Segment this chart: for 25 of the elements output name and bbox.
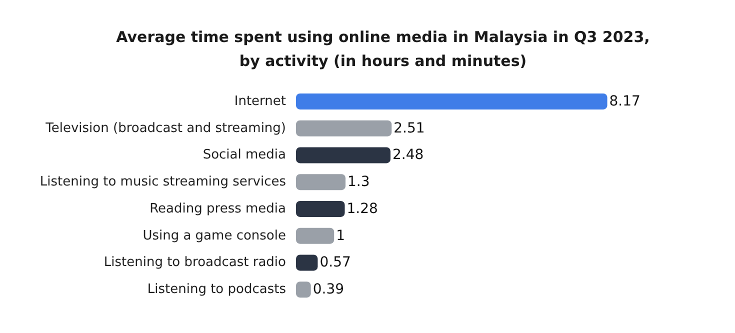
bar: [296, 254, 318, 271]
data-label: 1: [336, 228, 346, 244]
y-tick-label: Listening to music streaming services: [40, 174, 286, 190]
bar: [296, 120, 392, 136]
bar: [296, 228, 334, 244]
chart-title: Average time spent using online media in Malaysia in Q3 2023, by activity (in hours and minutes): [116, 28, 650, 70]
data-label: 2.51: [394, 120, 425, 136]
y-tick-label: Using a game console: [142, 228, 286, 244]
y-tick-label: Listening to podcasts: [147, 282, 286, 298]
data-label: 1.3: [348, 174, 370, 190]
bar: [296, 174, 346, 190]
data-label: 0.39: [312, 282, 344, 298]
data-label: 1.28: [346, 200, 378, 217]
y-tick-label: Reading press media: [150, 201, 286, 216]
bar: [296, 147, 390, 164]
data-label: 2.48: [392, 147, 424, 164]
bar: [296, 282, 311, 298]
y-tick-label: Internet: [234, 94, 286, 109]
y-tick-label: Television (broadcast and streaming): [44, 120, 286, 136]
data-label: 0.57: [320, 254, 351, 271]
data-label: 8.17: [609, 93, 640, 110]
y-tick-label: Social media: [202, 148, 286, 163]
bar: [296, 200, 345, 217]
y-tick-label: Listening to broadcast radio: [104, 255, 286, 270]
bar: [296, 93, 608, 110]
